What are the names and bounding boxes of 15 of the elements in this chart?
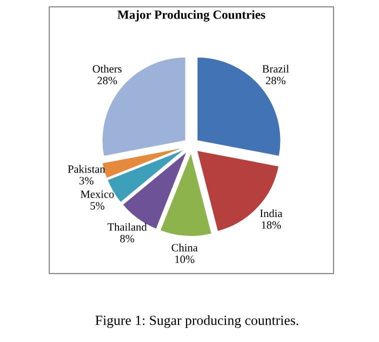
data-label: 10% bbox=[175, 256, 194, 264]
slice-label: Thailand bbox=[108, 222, 147, 231]
slice-label: Others bbox=[92, 64, 122, 73]
caption: Figure 1: Sugar producing countries. bbox=[95, 315, 298, 328]
data-label: 28% bbox=[266, 76, 286, 84]
slice-label: India bbox=[260, 209, 282, 218]
data-label: 18% bbox=[262, 221, 281, 229]
data-label: 5% bbox=[90, 202, 104, 210]
slice-label: Brazil bbox=[262, 64, 289, 73]
chart-title: Major Producing Countries bbox=[118, 10, 266, 22]
data-label: 28% bbox=[97, 76, 117, 84]
slice-label: China bbox=[172, 244, 198, 252]
slice-label: Mexico bbox=[80, 190, 114, 198]
data-label: 8% bbox=[120, 234, 134, 242]
data-label: 3% bbox=[80, 176, 94, 184]
